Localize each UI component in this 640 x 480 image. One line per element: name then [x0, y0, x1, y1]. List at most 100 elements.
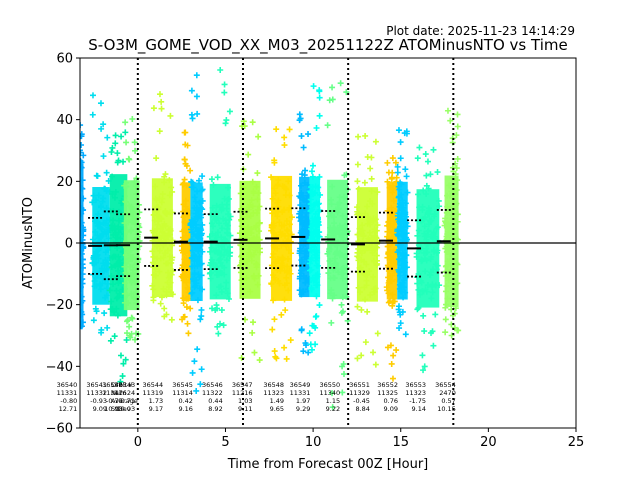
scatter-point [271, 244, 278, 251]
scatter-point [193, 277, 200, 284]
scatter-point [74, 243, 80, 249]
scatter-point [296, 247, 303, 254]
scatter-point [196, 273, 203, 280]
scatter-point [98, 204, 105, 211]
scatter-point [432, 261, 439, 268]
scatter-point [453, 200, 460, 207]
scatter-point [339, 275, 346, 282]
orbit-stats: 3654011331-0.8012.713654111332-0.939.09O… [57, 381, 456, 413]
scatter-point [111, 194, 118, 201]
scatter-point [131, 139, 138, 146]
scatter-point [126, 249, 133, 256]
scatter-point [207, 233, 214, 240]
scatter-point [182, 229, 189, 236]
orbit-stat-average-36546: 0.44 [208, 397, 222, 405]
scatter-point [198, 313, 205, 320]
scatter-point [217, 67, 224, 74]
scatter-point [80, 325, 81, 328]
scatter-point [188, 226, 195, 233]
scatter-point [278, 231, 285, 238]
scatter-point [315, 201, 322, 208]
orbit-stat-stdev-36541: 9.09 [93, 405, 107, 413]
scatter-point [268, 262, 275, 269]
scatter-point [396, 285, 403, 292]
scatter-point [124, 330, 131, 337]
scatter-point [432, 233, 439, 240]
scatter-point [420, 367, 427, 374]
scatter-point [436, 282, 443, 289]
scatter-point [166, 192, 173, 199]
scatter-point [272, 190, 279, 197]
scatter-point [305, 349, 312, 356]
scatter-point [121, 290, 128, 297]
scatter-point [184, 211, 191, 218]
scatter-point [402, 289, 409, 296]
scatter-point [307, 196, 314, 203]
scatter-point [191, 358, 198, 365]
scatter-point [367, 291, 374, 298]
scatter-point [149, 248, 156, 255]
scatter-point [283, 217, 290, 224]
scatter-point [181, 219, 188, 226]
scatter-point [156, 128, 163, 135]
scatter-point [366, 268, 373, 275]
scatter-point [311, 276, 318, 283]
scatter-point [152, 266, 159, 273]
scatter-point [271, 348, 278, 355]
scatter-point [238, 259, 245, 266]
scatter-point [90, 317, 97, 324]
scatter-point [362, 210, 369, 217]
scatter-point [388, 360, 395, 367]
scatter-point [156, 247, 163, 254]
scatter-point [120, 360, 127, 367]
orbit-stat-orbit-36553: 36553 [405, 381, 426, 389]
scatter-point [247, 213, 254, 220]
scatter-point [308, 284, 315, 291]
scatter-point [268, 174, 275, 181]
scatter-point [283, 355, 290, 362]
scatter-point [308, 346, 315, 353]
scatter-point [354, 355, 361, 362]
scatter-point [306, 330, 313, 337]
orbit-stat-num-36547: 11216 [232, 389, 253, 397]
scatter-point [126, 156, 133, 163]
scatter-point [136, 209, 143, 216]
scatter-point [112, 140, 119, 147]
scatter-point [91, 278, 98, 285]
scatter-point [90, 256, 97, 263]
scatter-point [385, 290, 392, 297]
orbit-stat-stdev-36545: 9.16 [178, 405, 192, 413]
scatter-point [326, 257, 333, 264]
orbit-stat-orbit-36546: 36546 [202, 381, 223, 389]
scatter-point [389, 302, 396, 309]
scatter-point [397, 311, 404, 318]
scatter-point [414, 155, 421, 162]
scatter-point [441, 222, 448, 229]
scatter-point [216, 248, 223, 255]
scatter-point [154, 221, 161, 228]
scatter-point [104, 134, 111, 141]
scatter-point [131, 273, 138, 280]
scatter-point [111, 333, 118, 340]
scatter-point [224, 184, 231, 191]
scatter-point [180, 201, 187, 208]
scatter-point [270, 250, 277, 257]
scatter-point [252, 247, 259, 254]
scatter-point [415, 191, 422, 198]
scatter-point [187, 305, 194, 312]
scatter-point [397, 139, 404, 146]
scatter-point [393, 178, 400, 185]
scatter-point [281, 344, 288, 351]
scatter-point [325, 270, 332, 277]
scatter-point [436, 203, 443, 210]
scatter-point [80, 313, 83, 320]
scatter-point [307, 341, 314, 348]
scatter-point [339, 212, 346, 219]
scatter-point [80, 219, 81, 221]
scatter-point [167, 226, 174, 233]
scatter-point [354, 178, 361, 185]
scatter-point [364, 153, 371, 160]
scatter-point [80, 236, 86, 243]
series-36543-3 [120, 116, 143, 343]
y-tick-label-60: 60 [56, 52, 73, 67]
